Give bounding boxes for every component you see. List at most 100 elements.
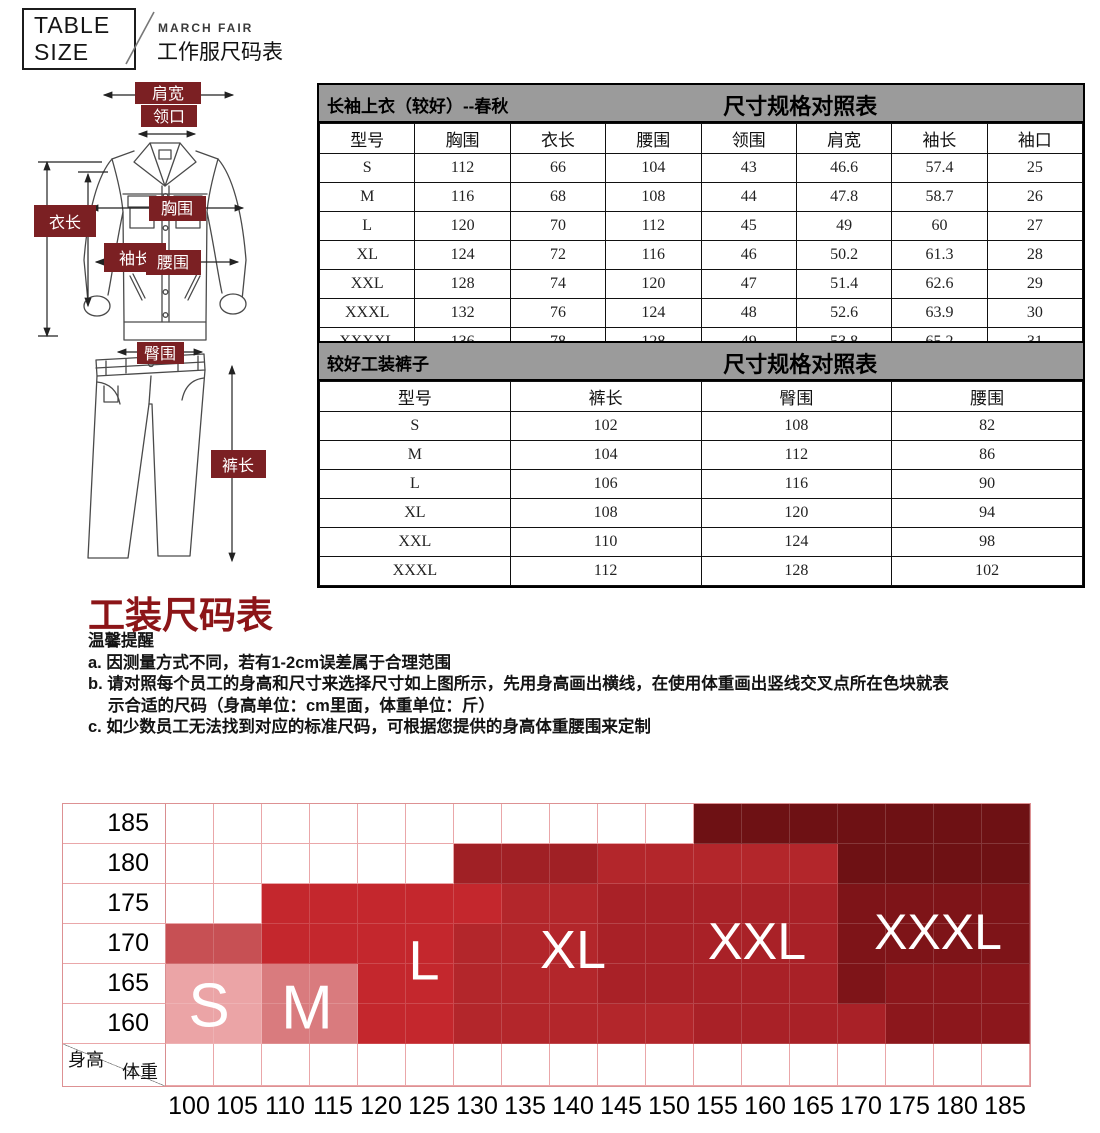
cell: 43 <box>700 153 797 183</box>
table-row: M 116 68 108 44 47.8 58.7 26 <box>318 182 1084 212</box>
x-tick-label: 180 <box>936 1092 978 1120</box>
logo-line1: TABLE <box>34 12 111 38</box>
heatmap-cell <box>358 964 406 1004</box>
heatmap-cell <box>358 884 406 924</box>
pants-table-title: 较好工装裤子 <box>327 355 429 374</box>
cell: 116 <box>414 182 511 212</box>
cell: 108 <box>509 498 702 528</box>
cell: 51.4 <box>795 269 893 299</box>
heatmap-cell <box>694 844 742 884</box>
x-tick-label: 120 <box>360 1092 402 1120</box>
heatmap-cell <box>742 924 790 964</box>
heatmap-cell <box>358 1044 406 1086</box>
note-b: b. 请对照每个员工的身高和尺寸来选择尺寸如上图所示，先用身高画出横线，在使用体… <box>88 675 949 693</box>
cell: 128 <box>700 556 893 586</box>
heatmap-cell <box>934 1004 982 1044</box>
heatmap-cell <box>454 1044 502 1086</box>
cell: 106 <box>509 469 702 499</box>
heatmap-cell <box>310 924 358 964</box>
cell: 90 <box>891 469 1083 499</box>
section-title: 工装尺码表 <box>88 595 273 636</box>
cell: 120 <box>414 211 511 241</box>
heatmap-cell <box>406 1044 454 1086</box>
heatmap-cell <box>886 924 934 964</box>
cell: 108 <box>605 182 702 212</box>
heatmap-cell <box>886 1004 934 1044</box>
heatmap-cell <box>502 1044 550 1086</box>
chart-grid: 185 180 175 170 165 160 身高 体重 <box>63 804 1030 1086</box>
x-tick-label: 105 <box>216 1092 258 1120</box>
cell: S <box>318 153 416 183</box>
cell: 132 <box>414 298 511 328</box>
reminder-title: 温馨提醒 <box>88 632 154 650</box>
cell: 120 <box>700 498 893 528</box>
heatmap-cell <box>886 804 934 844</box>
heatmap-cell <box>646 844 694 884</box>
heatmap-cell <box>886 844 934 884</box>
heatmap-cell <box>310 1004 358 1044</box>
cell: 63.9 <box>891 298 988 328</box>
heatmap-cell <box>166 964 214 1004</box>
x-tick-label: 140 <box>552 1092 594 1120</box>
heatmap-cell <box>982 924 1030 964</box>
cell: 60 <box>891 211 988 241</box>
cell: M <box>319 440 511 470</box>
size-zone-label: XL <box>539 920 607 980</box>
column-header: 袖口 <box>986 123 1084 154</box>
heatmap-cell <box>646 1004 694 1044</box>
heatmap-cell <box>982 1044 1030 1086</box>
table-row: L 120 70 112 45 49 60 27 <box>318 211 1084 241</box>
heatmap-cell <box>886 884 934 924</box>
heatmap-cell <box>166 844 214 884</box>
x-tick-label: 185 <box>984 1092 1026 1120</box>
measure-labels: 肩宽 领口 衣长 袖长 胸围 腰围 臀围 裤长 <box>34 82 266 478</box>
x-tick-label: 170 <box>840 1092 882 1120</box>
heatmap-cell <box>790 1004 838 1044</box>
column-header: 肩宽 <box>795 123 893 154</box>
cell: XXXL <box>319 556 511 586</box>
size-zone-label: XXXL <box>874 904 1002 960</box>
y-axis-title: 身高 <box>68 1050 104 1070</box>
axis-corner-cell: 身高 体重 <box>63 1044 166 1086</box>
heatmap-cell <box>790 884 838 924</box>
cell: 82 <box>891 411 1083 441</box>
pants-table-subtitle: 尺寸规格对照表 <box>723 352 878 377</box>
x-tick-label: 160 <box>744 1092 786 1120</box>
heatmap-cell <box>214 844 262 884</box>
heatmap-cell <box>310 964 358 1004</box>
y-tick-label: 160 <box>63 1004 166 1044</box>
cell: 124 <box>605 298 702 328</box>
heatmap-cell <box>886 1044 934 1086</box>
column-header: 衣长 <box>509 123 607 154</box>
cell: 104 <box>605 153 702 183</box>
cell: 26 <box>986 182 1084 212</box>
heatmap-cell <box>838 1044 886 1086</box>
heatmap-cell <box>358 924 406 964</box>
heatmap-cell <box>790 924 838 964</box>
heatmap-cell <box>454 844 502 884</box>
heatmap-cell <box>646 884 694 924</box>
heatmap-cell <box>694 924 742 964</box>
cell: 47 <box>700 269 797 299</box>
x-tick-label: 175 <box>888 1092 930 1120</box>
heatmap-cell <box>550 804 598 844</box>
cell: 30 <box>986 298 1084 328</box>
cell: 98 <box>891 527 1083 557</box>
heatmap-cell <box>214 804 262 844</box>
cell: 112 <box>414 153 511 183</box>
note-a: a. 因测量方式不同，若有1-2cm误差属于合理范围 <box>88 653 452 672</box>
table-row: XXXL 132 76 124 48 52.6 63.9 30 <box>318 298 1084 328</box>
heatmap-cell <box>550 964 598 1004</box>
heatmap-cell <box>982 804 1030 844</box>
cell: 108 <box>700 411 893 441</box>
cell: XL <box>319 498 511 528</box>
heatmap-cell <box>166 924 214 964</box>
cell: 76 <box>509 298 607 328</box>
heatmap-cell <box>838 924 886 964</box>
cell: 46 <box>700 240 797 270</box>
heatmap-cell <box>502 844 550 884</box>
heatmap-cell <box>454 804 502 844</box>
height-weight-size-chart: 185 180 175 170 165 160 身高 体重 <box>62 803 1031 1087</box>
heatmap-cell <box>214 964 262 1004</box>
logo-box: TABLE SIZE <box>22 8 136 70</box>
